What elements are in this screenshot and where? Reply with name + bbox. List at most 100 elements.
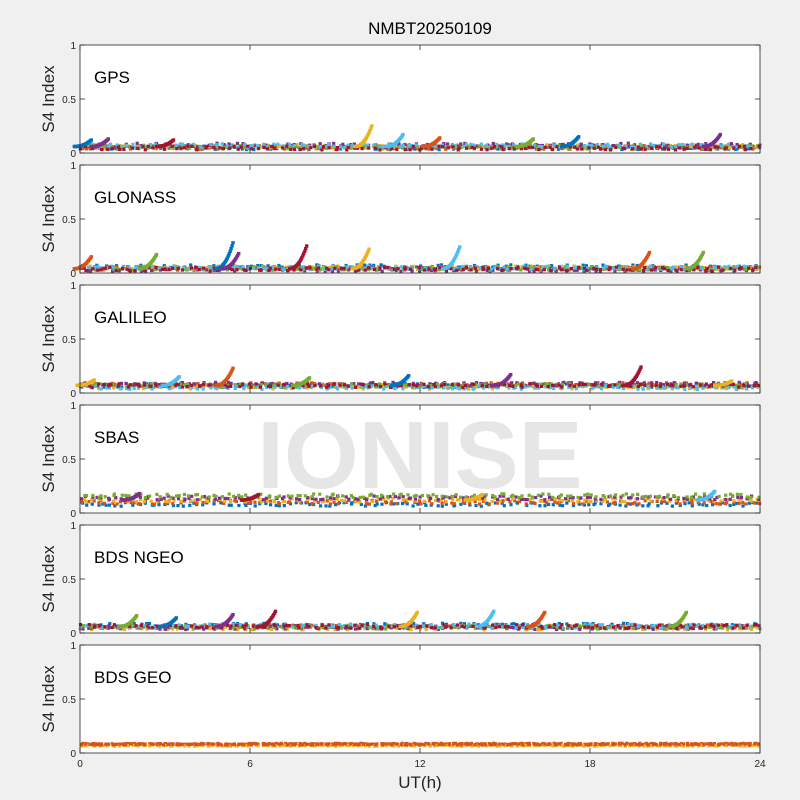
data-point: [734, 387, 738, 391]
data-point: [131, 503, 135, 507]
data-point: [737, 385, 741, 389]
data-point: [90, 142, 94, 146]
data-point: [505, 384, 509, 388]
data-point: [553, 143, 557, 147]
data-point: [357, 382, 361, 386]
data-point: [534, 496, 538, 500]
data-point: [90, 498, 94, 502]
data-point: [483, 383, 487, 387]
data-point: [551, 495, 555, 499]
data-point: [397, 495, 401, 500]
data-point: [272, 142, 276, 146]
data-point: [415, 145, 419, 149]
peak-point: [236, 253, 240, 257]
data-point: [316, 500, 320, 505]
data-point: [685, 268, 689, 273]
data-point: [93, 382, 97, 386]
data-point: [208, 622, 212, 626]
data-point: [282, 383, 286, 387]
data-point: [212, 266, 216, 270]
data-point: [586, 382, 590, 386]
data-point: [300, 142, 304, 146]
data-point: [106, 266, 110, 270]
data-point: [404, 385, 408, 389]
data-point: [124, 143, 128, 147]
data-point: [487, 502, 491, 506]
peak-point: [229, 247, 233, 251]
peak-point: [227, 252, 231, 256]
data-point: [106, 144, 110, 148]
data-point: [265, 147, 270, 151]
peak-point: [577, 135, 581, 139]
data-point: [483, 146, 487, 150]
data-point: [195, 145, 200, 149]
data-point: [678, 143, 682, 147]
data-point: [697, 495, 701, 499]
data-point: [542, 268, 546, 272]
data-point: [422, 499, 426, 503]
data-point: [149, 499, 153, 503]
data-point: [214, 380, 218, 384]
data-point: [338, 383, 342, 387]
data-point: [608, 266, 612, 270]
data-point: [118, 147, 122, 151]
data-point: [186, 625, 190, 629]
data-point: [286, 494, 290, 498]
data-point: [85, 147, 89, 151]
data-point: [520, 494, 524, 498]
data-point: [670, 267, 674, 271]
data-point: [440, 494, 444, 498]
data-point: [403, 142, 407, 147]
data-point: [728, 497, 732, 501]
data-point: [672, 626, 676, 630]
data-point: [745, 495, 750, 499]
data-point: [328, 502, 332, 506]
data-point: [139, 263, 143, 267]
data-point: [262, 265, 266, 269]
data-point: [212, 493, 216, 497]
data-point: [142, 387, 146, 391]
data-point: [238, 266, 242, 271]
data-point: [599, 497, 603, 501]
data-point: [616, 143, 620, 147]
data-point: [465, 385, 469, 389]
data-point: [499, 147, 503, 151]
data-point: [232, 144, 236, 148]
data-point: [689, 495, 693, 499]
peak-point: [230, 368, 234, 372]
data-point: [547, 492, 551, 496]
data-point: [491, 141, 495, 146]
data-point: [151, 385, 156, 389]
data-point: [183, 497, 187, 501]
data-point: [169, 495, 173, 499]
data-point: [589, 500, 593, 504]
data-point: [507, 265, 511, 269]
data-point: [509, 267, 513, 271]
data-point: [435, 267, 439, 271]
data-point: [571, 496, 575, 500]
peak-point: [301, 253, 305, 258]
data-point: [554, 384, 558, 388]
peak-point: [177, 375, 181, 379]
data-point: [728, 382, 732, 386]
data-point: [634, 385, 638, 389]
data-point: [115, 502, 119, 506]
data-point: [631, 147, 635, 151]
data-point: [755, 497, 759, 501]
data-point: [408, 496, 412, 500]
data-point: [539, 382, 543, 386]
data-point: [665, 495, 670, 499]
data-point: [244, 384, 248, 388]
data-point: [119, 387, 123, 391]
data-point: [394, 268, 398, 273]
data-point: [201, 266, 205, 270]
data-point: [158, 495, 162, 499]
data-point: [174, 383, 178, 387]
data-point: [596, 381, 600, 385]
data-point: [350, 144, 354, 148]
data-point: [388, 494, 392, 499]
data-point: [601, 381, 605, 385]
data-point: [445, 495, 449, 499]
data-point: [472, 146, 476, 150]
data-point: [141, 145, 145, 149]
